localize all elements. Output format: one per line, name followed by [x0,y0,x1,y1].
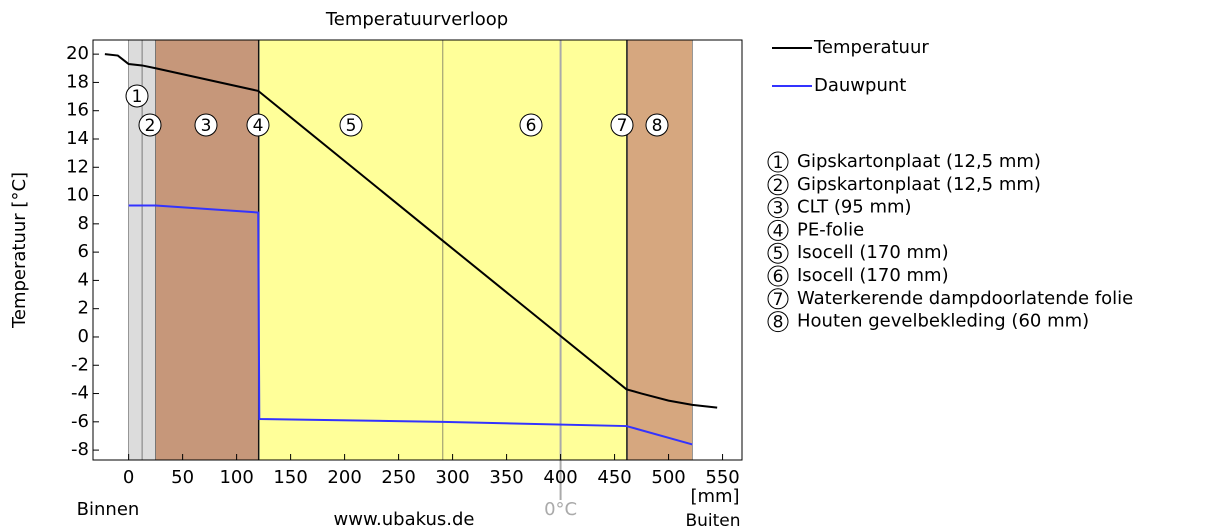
layer [442,39,627,461]
x-tick-label: 50 [171,467,194,488]
series-line [128,204,693,446]
legend-badge [767,288,789,310]
legend-number: 4 [773,221,784,241]
y-tick-label: 4 [78,269,89,290]
y-tick-label: 2 [78,298,89,319]
y-tick-label: 18 [66,71,89,92]
x-unit: [mm] [690,486,739,507]
y-tick-label: -2 [71,354,89,375]
layer [258,39,444,461]
x-tick-label: 150 [273,467,307,488]
x-tick-label: 550 [705,467,739,488]
layer [627,39,693,461]
x-tick-label: 0 [123,467,134,488]
x-tick-label: 200 [327,467,361,488]
legend-badge [767,174,789,196]
legend-badge [767,311,789,333]
source: www.ubakus.de [334,509,475,530]
legend-number: 2 [773,176,784,196]
layer-badge [339,113,363,137]
y-tick-label: 20 [66,43,89,64]
layer-badge [645,113,669,137]
layer-number: 3 [201,116,212,136]
y-tick-label: -6 [71,411,89,432]
legend-number: 6 [773,267,784,287]
legend-label: Temperatuur [813,37,929,58]
y-axis-label: Temperatuur [°C] [9,172,30,329]
layer-number: 7 [617,116,628,136]
series-line [104,53,718,409]
layer-number: 2 [145,116,156,136]
x-tick-label: 400 [543,467,577,488]
legend-layer-name: Gipskartonplaat (12,5 mm) [797,174,1041,195]
y-tick-label: -4 [71,383,89,404]
layer-badge [194,113,218,137]
y-tick-label: 6 [78,241,89,262]
legend-number: 1 [773,153,784,173]
layer-badge [138,113,162,137]
legend-layer-name: PE-folie [797,219,864,240]
plot-frame [92,39,743,461]
x-tick-label: 100 [219,467,253,488]
legend-badge [767,197,789,219]
layer-number: 4 [253,116,264,136]
y-tick-label: 12 [66,156,89,177]
layer-badge [125,84,149,108]
y-tick-label: 0 [78,326,89,347]
zero-line-label: 0°C [544,499,577,520]
x-tick-label: 300 [435,467,469,488]
layer-number: 6 [526,116,537,136]
legend-number: 3 [773,199,784,219]
layer-badge [610,113,634,137]
inside-label: Binnen [77,499,140,520]
legend-layer-name: Isocell (170 mm) [797,265,949,286]
legend-label: Dauwpunt [814,75,906,96]
legend-number: 5 [773,244,784,264]
x-tick-label: 450 [597,467,631,488]
legend-badge [767,151,789,173]
legend-badge [767,242,789,264]
x-tick-label: 350 [489,467,523,488]
y-tick-label: 8 [78,213,89,234]
layer-number: 1 [132,87,143,107]
legend-number: 8 [773,313,784,333]
outside-label: Buiten [685,511,740,531]
legend-number: 7 [773,290,784,310]
layer-badge [246,113,270,137]
legend-layer-name: CLT (95 mm) [797,197,912,218]
chart-title: Temperatuurverloop [325,9,508,30]
layer-badge [519,113,543,137]
y-tick-label: 14 [66,128,89,149]
legend-badge [767,265,789,287]
legend-badge [767,219,789,241]
legend-layer-name: Houten gevelbekleding (60 mm) [797,311,1089,332]
y-tick-label: 16 [66,100,89,121]
layer [155,39,259,461]
y-tick-label: -8 [71,439,89,460]
legend-layer-name: Waterkerende dampdoorlatende folie [797,288,1133,309]
legend-layer-name: Gipskartonplaat (12,5 mm) [797,151,1041,172]
layer-number: 5 [346,116,357,136]
y-tick-label: 10 [66,185,89,206]
layer-number: 8 [652,116,663,136]
x-tick-label: 250 [381,467,415,488]
x-tick-label: 500 [651,467,685,488]
legend-layer-name: Isocell (170 mm) [797,242,949,263]
